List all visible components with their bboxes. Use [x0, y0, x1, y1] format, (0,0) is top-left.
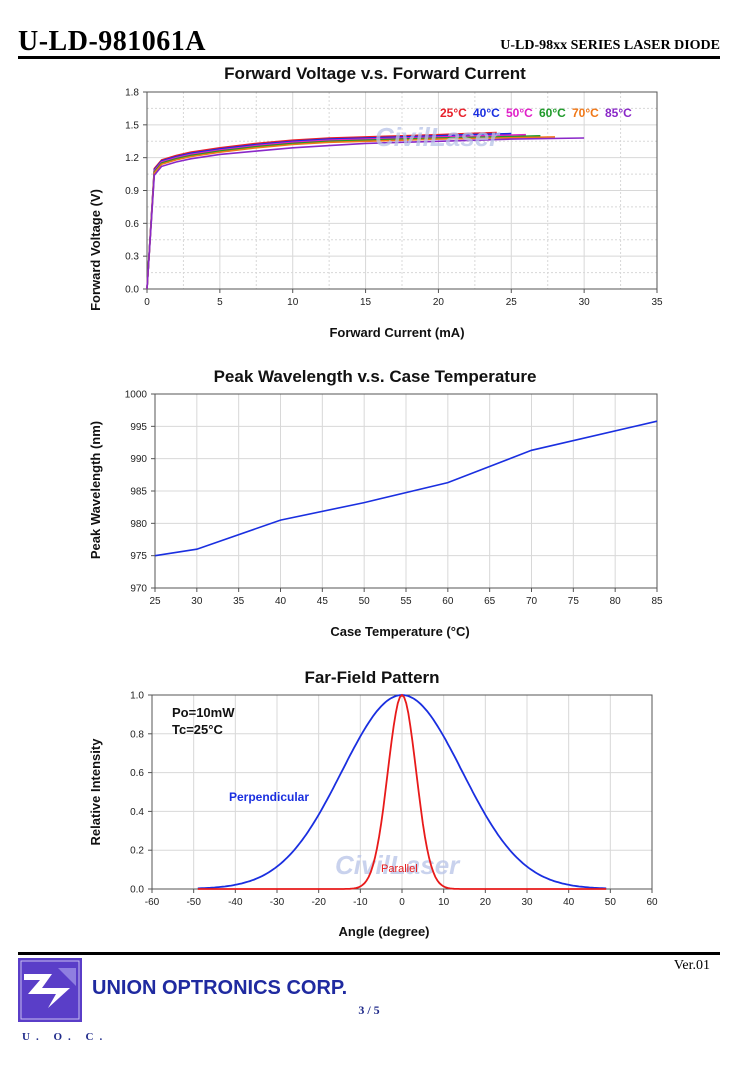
x-tick-label: -30: [270, 897, 285, 908]
y-tick-label: 985: [130, 487, 147, 498]
y-axis-label: Forward Voltage (V): [88, 189, 103, 311]
series-label-perpendicular: Perpendicular: [229, 790, 309, 804]
y-tick-label: 0.0: [125, 285, 139, 296]
x-tick-label: 45: [317, 596, 329, 607]
footer-divider: [18, 952, 720, 955]
y-tick-label: 980: [130, 519, 147, 530]
x-tick-label: 60: [646, 897, 658, 908]
y-tick-label: 1.8: [125, 88, 139, 99]
y-tick-label: 1.0: [130, 691, 144, 702]
plot-frame: [154, 393, 658, 589]
chart-title: Peak Wavelength v.s. Case Temperature: [214, 367, 537, 386]
series-line: [146, 131, 497, 290]
y-tick-label: 1.5: [125, 120, 139, 131]
y-tick-label: 975: [130, 551, 147, 562]
series-line: [146, 137, 585, 290]
series-label-parallel: Parallel: [381, 863, 418, 875]
x-tick-label: 20: [433, 297, 445, 308]
x-tick-label: -60: [145, 897, 160, 908]
x-tick-label: 25: [149, 596, 161, 607]
y-tick-label: 1.2: [125, 153, 139, 164]
x-tick-label: 35: [233, 596, 245, 607]
x-tick-label: 40: [275, 596, 287, 607]
legend-entry: 40°C: [473, 106, 500, 120]
legend-entry: 25°C: [440, 106, 467, 120]
x-tick-label: -10: [353, 897, 368, 908]
y-axis-label: Peak Wavelength (nm): [88, 421, 103, 559]
company-name: UNION OPTRONICS CORP.: [92, 977, 348, 999]
series-line: [146, 132, 512, 290]
series-line: [146, 136, 556, 290]
series-line: [146, 135, 541, 290]
x-tick-label: 80: [610, 596, 622, 607]
x-tick-label: 50: [605, 897, 617, 908]
series-line: [197, 693, 607, 890]
y-tick-label: 0.4: [130, 807, 144, 818]
x-tick-label: 75: [568, 596, 580, 607]
y-tick-label: 1000: [125, 390, 148, 401]
document-title: U-LD-981061A: [18, 26, 206, 57]
x-tick-label: 0: [399, 897, 405, 908]
version-label: Ver.01: [673, 958, 710, 973]
series-line: [154, 420, 658, 557]
x-axis-label: Case Temperature (°C): [330, 624, 469, 639]
legend-entry: 60°C: [539, 106, 566, 120]
y-tick-label: 0.2: [130, 846, 144, 857]
x-tick-label: -40: [228, 897, 243, 908]
x-tick-label: 0: [144, 297, 150, 308]
x-tick-label: 50: [359, 596, 371, 607]
annotation-temperature: Tc=25°C: [172, 722, 223, 737]
legend-entry: 50°C: [506, 106, 533, 120]
x-tick-label: 15: [360, 297, 372, 308]
x-tick-label: 10: [287, 297, 299, 308]
header-divider: [18, 56, 720, 59]
page-number: 3 / 5: [358, 1003, 380, 1017]
x-tick-label: -20: [311, 897, 326, 908]
y-axis-label: Relative Intensity: [88, 738, 103, 846]
series-title: U-LD-98xx SERIES LASER DIODE: [500, 38, 720, 53]
legend-entry: 85°C: [605, 106, 632, 120]
y-tick-label: 990: [130, 454, 147, 465]
y-tick-label: 0.9: [125, 186, 139, 197]
x-tick-label: 55: [400, 596, 412, 607]
watermark: CivilLaser: [375, 122, 501, 152]
x-axis-label: Forward Current (mA): [329, 325, 464, 340]
y-tick-label: 0.8: [130, 729, 144, 740]
x-tick-label: 20: [480, 897, 492, 908]
x-tick-label: 25: [506, 297, 518, 308]
uoc-logo: [18, 958, 82, 1022]
y-tick-label: 0.6: [125, 219, 139, 230]
x-tick-label: 35: [651, 297, 663, 308]
x-tick-label: 70: [526, 596, 538, 607]
x-tick-label: 5: [217, 297, 223, 308]
chart-title: Forward Voltage v.s. Forward Current: [224, 64, 526, 83]
x-tick-label: 30: [191, 596, 203, 607]
page-header: U-LD-981061A U-LD-98xx SERIES LASER DIOD…: [0, 0, 738, 60]
y-tick-label: 0.6: [130, 768, 144, 779]
x-tick-label: 30: [579, 297, 591, 308]
watermark: CivilLaser: [335, 850, 461, 880]
logo-text: U. O. C.: [22, 1031, 109, 1043]
x-tick-label: -50: [186, 897, 201, 908]
y-tick-label: 0.3: [125, 252, 139, 263]
peak-wavelength-chart: Peak Wavelength v.s. Case Temperature 25…: [88, 367, 663, 639]
y-tick-label: 970: [130, 584, 147, 595]
plot-frame: [146, 91, 658, 290]
x-axis-label: Angle (degree): [338, 924, 429, 939]
x-tick-label: 65: [484, 596, 496, 607]
x-tick-label: 85: [651, 596, 663, 607]
forward-voltage-chart: Forward Voltage v.s. Forward Current 0 5 1…: [88, 64, 663, 340]
legend-entry: 70°C: [572, 106, 599, 120]
series-line: [146, 133, 526, 290]
far-field-chart: Far-Field Pattern CivilLaser -60 -50 -40 -3…: [88, 668, 658, 939]
y-tick-label: 995: [130, 422, 147, 433]
x-tick-label: 10: [438, 897, 450, 908]
x-tick-label: 30: [521, 897, 533, 908]
chart-title: Far-Field Pattern: [304, 668, 439, 687]
x-tick-label: 40: [563, 897, 575, 908]
x-tick-label: 60: [442, 596, 454, 607]
y-tick-label: 0.0: [130, 885, 144, 896]
annotation-power: Po=10mW: [172, 705, 235, 720]
